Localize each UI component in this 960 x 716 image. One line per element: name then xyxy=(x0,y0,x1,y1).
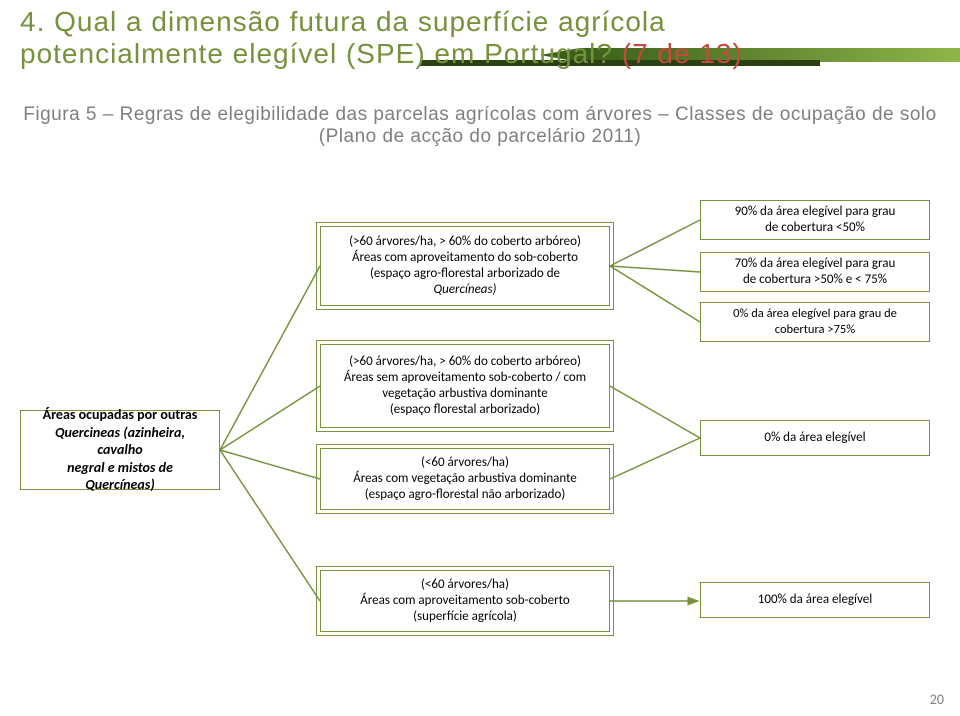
out90-l1: 90% da área elegível para grau xyxy=(735,204,896,220)
mid1-l4: Quercíneas) xyxy=(434,282,497,298)
mid2-l4: (espaço florestal arborizado) xyxy=(390,402,540,418)
src-l3: negral e mistos de Quercíneas) xyxy=(31,459,209,494)
mid-node-4: (<60 árvores/ha) Áreas com aproveitament… xyxy=(320,570,610,632)
source-node: Áreas ocupadas por outras Quercineas (az… xyxy=(20,410,220,490)
mid-node-3: (<60 árvores/ha) Áreas com vegetação arb… xyxy=(320,448,610,510)
title-line1: 4. Qual a dimensão futura da superfície … xyxy=(20,6,743,38)
out100-l1: 100% da área elegível xyxy=(758,592,872,608)
page-number: 20 xyxy=(930,691,944,708)
mid3-l2: Áreas com vegetação arbustiva dominante xyxy=(353,471,577,487)
outcome-0a: 0% da área elegível para grau de cobertu… xyxy=(700,302,930,342)
outcome-0b: 0% da área elegível xyxy=(700,420,930,456)
src-l1: Áreas ocupadas por outras xyxy=(43,406,198,424)
title-line2: potencialmente elegível (SPE) em Portuga… xyxy=(20,38,743,70)
out0-l1: 0% da área elegível para grau de xyxy=(733,306,897,322)
mid2-l1: (>60 árvores/ha, > 60% do coberto arbóre… xyxy=(349,354,581,370)
mid3-l1: (<60 árvores/ha) xyxy=(421,455,509,471)
mid4-l3: (superfície agrícola) xyxy=(413,609,517,625)
src-l2: Quercineas (azinheira, cavalho xyxy=(31,424,209,459)
title-page-counter: (7 de 13) xyxy=(622,38,743,69)
mid2-l3: vegetação arbustiva dominante xyxy=(382,386,547,402)
title-line2-text: potencialmente elegível (SPE) em Portuga… xyxy=(20,38,613,69)
outcome-100: 100% da área elegível xyxy=(700,582,930,618)
mid1-l1: (>60 árvores/ha, > 60% do coberto arbóre… xyxy=(349,234,581,250)
outcome-70: 70% da área elegível para grau de cobert… xyxy=(700,252,930,292)
outcome-90: 90% da área elegível para grau de cobert… xyxy=(700,200,930,240)
page-title: 4. Qual a dimensão futura da superfície … xyxy=(20,6,743,70)
out0b-l1: 0% da área elegível xyxy=(764,430,865,446)
out90-l2: de cobertura <50% xyxy=(765,220,865,236)
figure-caption: Figura 5 – Regras de elegibilidade das p… xyxy=(20,104,940,148)
mid-node-1: (>60 árvores/ha, > 60% do coberto arbóre… xyxy=(320,226,610,306)
out0-l2: cobertura >75% xyxy=(775,322,855,338)
mid1-l3: (espaço agro-florestal arborizado de xyxy=(370,266,560,282)
out70-l2: de cobertura >50% e < 75% xyxy=(743,272,887,288)
mid-node-2: (>60 árvores/ha, > 60% do coberto arbóre… xyxy=(320,344,610,428)
mid4-l1: (<60 árvores/ha) xyxy=(421,577,509,593)
out70-l1: 70% da área elegível para grau xyxy=(735,256,896,272)
flow-diagram: Áreas ocupadas por outras Quercineas (az… xyxy=(20,170,940,686)
mid1-l2: Áreas com aproveitamento do sob-coberto xyxy=(352,250,578,266)
mid4-l2: Áreas com aproveitamento sob-coberto xyxy=(360,593,569,609)
caption-l1: Figura 5 – Regras de elegibilidade das p… xyxy=(23,104,936,125)
mid2-l2: Áreas sem aproveitamento sob-coberto / c… xyxy=(344,370,586,386)
caption-l2: (Plano de acção do parcelário 2011) xyxy=(20,126,940,148)
mid3-l3: (espaço agro-florestal não arborizado) xyxy=(365,487,566,503)
